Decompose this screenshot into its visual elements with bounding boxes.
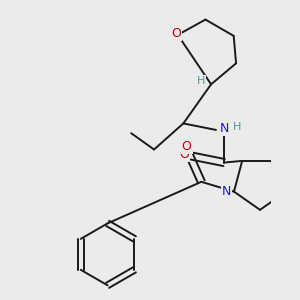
Text: H: H xyxy=(197,76,206,86)
Text: O: O xyxy=(182,140,192,153)
Text: O: O xyxy=(179,148,189,161)
Text: N: N xyxy=(220,122,229,135)
Text: H: H xyxy=(233,122,242,132)
Text: O: O xyxy=(171,27,181,40)
Text: N: N xyxy=(222,185,232,198)
